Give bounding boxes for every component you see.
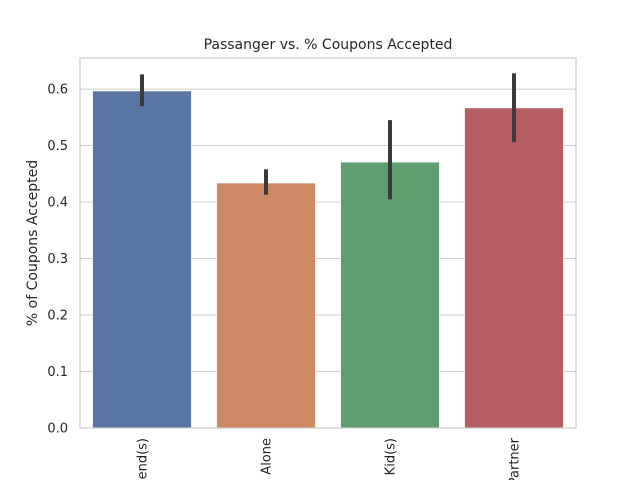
y-tick-label: 0.2	[47, 309, 68, 324]
y-tick-label: 0.5	[47, 139, 68, 154]
chart-title: Passanger vs. % Coupons Accepted	[204, 37, 453, 53]
bar-kid-s	[339, 161, 441, 429]
y-tick-label: 0.1	[47, 365, 68, 380]
y-tick-label: 0.4	[47, 196, 68, 211]
y-tick-label: 0.6	[47, 83, 68, 98]
plot-frame	[79, 57, 577, 429]
x-tick-label: Kid(s)	[384, 438, 399, 475]
y-ticks: 0.0 0.1 0.2 0.3 0.4 0.5 0.6	[47, 83, 68, 437]
x-tick-label: Friend(s)	[136, 438, 151, 480]
error-bars	[140, 73, 516, 200]
bar-alone	[215, 182, 317, 429]
x-tick-label: Alone	[260, 438, 275, 475]
x-ticks: Friend(s) Alone Kid(s) Partner	[136, 437, 523, 480]
bar-partner	[463, 107, 565, 429]
x-tick-label: Partner	[508, 437, 523, 480]
y-axis-label: % of Coupons Accepted	[25, 160, 41, 326]
bar-friend-s	[91, 90, 193, 429]
y-tick-label: 0.0	[47, 422, 68, 437]
y-tick-label: 0.3	[47, 252, 68, 267]
